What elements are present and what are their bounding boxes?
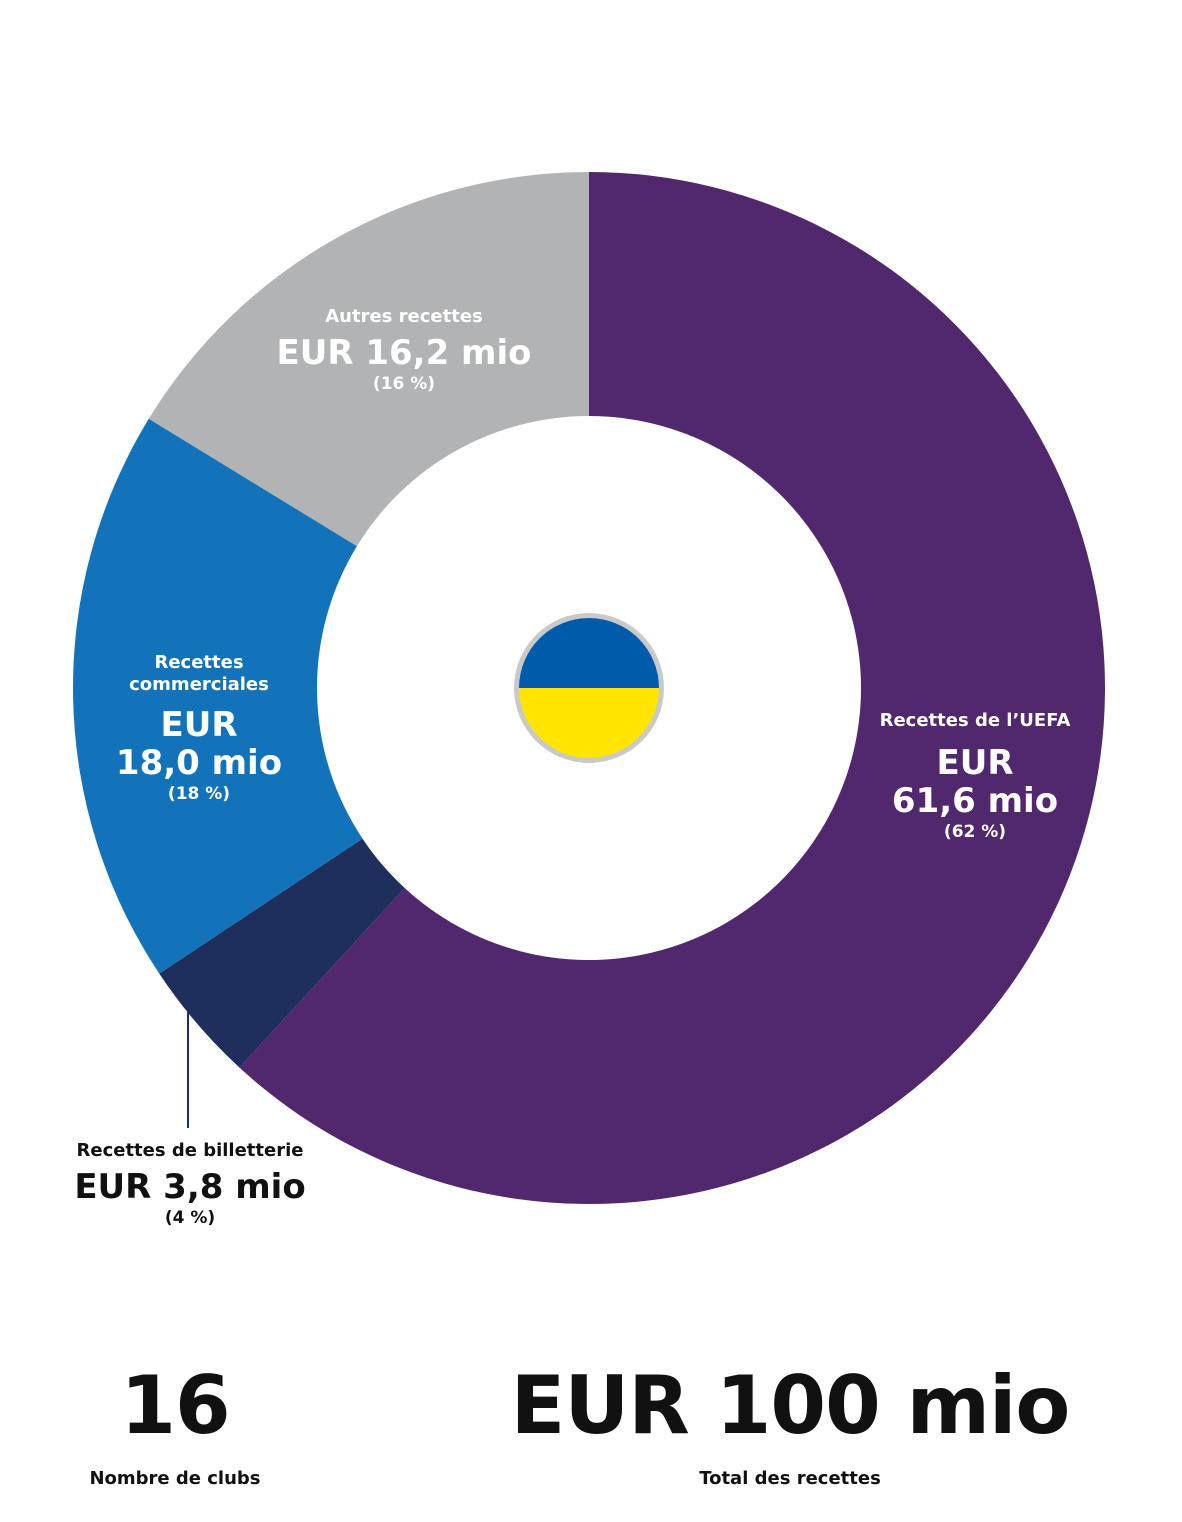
slice-percent-ticketing: (4 %): [164, 1208, 216, 1228]
slice-value-uefa-amount: 61,6 mio: [891, 781, 1059, 821]
slice-value-other: EUR 16,2 mio: [276, 333, 532, 373]
slice-label-commercial: Recettes commerciales EUR 18,0 mio (18 %…: [92, 652, 306, 806]
flag-bottom-half: [519, 688, 659, 758]
total-revenue-value: EUR 100 mio: [510, 1359, 1071, 1452]
slice-commercial: [72, 418, 363, 974]
slice-uefa: [239, 172, 1106, 1204]
club-count-label: Nombre de clubs: [89, 1468, 261, 1489]
slice-value-ticketing: EUR 3,8 mio: [74, 1167, 306, 1207]
slice-label-other: Autres recettes EUR 16,2 mio (16 %): [254, 306, 554, 396]
slice-label-ticketing: Recettes de billetterie EUR 3,8 mio (4 %…: [40, 1140, 340, 1230]
donut-slices: [72, 172, 1106, 1204]
slice-name-commercial-line2: commerciales: [129, 674, 269, 695]
slice-value-commercial-amount: 18,0 mio: [115, 743, 283, 783]
total-revenue-stat: EUR 100 mio Total des recettes: [480, 1360, 1100, 1492]
slice-percent-commercial: (18 %): [167, 784, 231, 804]
slice-name-uefa: Recettes de l’UEFA: [879, 710, 1071, 731]
club-count-value: 16: [120, 1359, 230, 1452]
slice-name-ticketing: Recettes de billetterie: [76, 1140, 304, 1161]
flag-top-half: [519, 618, 659, 688]
slice-name-other: Autres recettes: [325, 306, 483, 327]
total-revenue-label: Total des recettes: [699, 1468, 881, 1489]
slice-other: [148, 172, 589, 547]
slice-ticketing: [159, 838, 405, 1068]
slice-percent-uefa: (62 %): [943, 822, 1007, 842]
slice-name-commercial-line1: Recettes: [154, 652, 244, 673]
club-count-stat: 16 Nombre de clubs: [60, 1360, 290, 1492]
ukraine-flag-icon: [514, 613, 664, 763]
slice-value-commercial: EUR: [160, 705, 238, 745]
slice-percent-other: (16 %): [372, 374, 436, 394]
slice-label-uefa: Recettes de l’UEFA EUR 61,6 mio (62 %): [860, 710, 1090, 844]
slice-value-uefa: EUR: [936, 743, 1014, 783]
